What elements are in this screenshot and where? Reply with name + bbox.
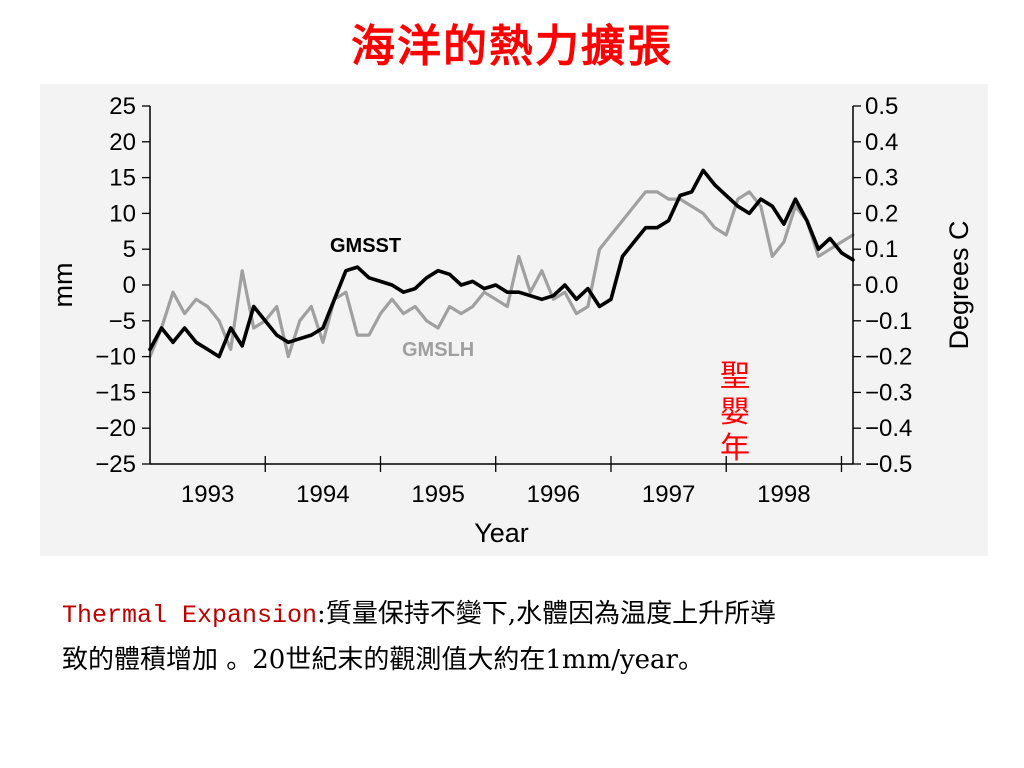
right-y-tick-label: −0.3 <box>865 379 912 406</box>
series-label-gmslh: GMSLH <box>402 339 474 361</box>
x-tick-label: 1996 <box>527 481 580 508</box>
x-tick-label: 1993 <box>181 481 234 508</box>
left-y-tick-label: 20 <box>109 129 136 156</box>
x-tick-label: 1995 <box>411 481 464 508</box>
x-tick-label: 1997 <box>642 481 695 508</box>
left-y-tick-label: −5 <box>109 308 136 335</box>
x-axis-title: Year <box>474 518 529 548</box>
caption-line-2: 致的體積增加 。20世紀末的觀測值大約在1mm/year。 <box>62 645 704 675</box>
left-y-tick-label: 10 <box>109 200 136 227</box>
left-y-tick-label: 15 <box>109 165 136 192</box>
left-y-tick-label: −10 <box>95 344 136 371</box>
right-y-tick-label: 0.3 <box>865 165 898 192</box>
left-y-tick-label: −15 <box>95 379 136 406</box>
right-y-tick-label: −0.1 <box>865 308 912 335</box>
chart-panel: 25 20 15 10 5 0 −5 −10 −15 −20 −25 0.5 0.4 0.3 0.2 0.1 0… <box>40 84 988 556</box>
y-axis-title-right: Degrees C <box>944 220 974 349</box>
left-y-tick-label: −25 <box>95 451 136 478</box>
series-label-gmsst: GMSST <box>330 235 401 257</box>
chart: 25 20 15 10 5 0 −5 −10 −15 −20 −25 0.5 0.4 0.3 0.2 0.1 0… <box>48 93 974 548</box>
series-line-gmslh <box>148 190 855 359</box>
right-y-tick-label: −0.2 <box>865 344 912 371</box>
series-line-gmsst <box>148 168 855 359</box>
left-y-tick-label: 25 <box>109 93 136 120</box>
annotation-char: 年 <box>720 431 750 466</box>
caption-term: Thermal Expansion <box>62 601 318 630</box>
caption: Thermal Expansion:質量保持不變下,水體因為温度上升所導 致的體… <box>62 592 982 682</box>
slide-title: 海洋的熱力擴張 <box>351 21 673 72</box>
caption-text-1: 質量保持不變下,水體因為温度上升所導 <box>325 599 777 629</box>
caption-line-1: Thermal Expansion:質量保持不變下,水體因為温度上升所導 <box>62 592 982 638</box>
right-y-tick-label: 0.0 <box>865 272 898 299</box>
right-y-tick-label: 0.2 <box>865 200 898 227</box>
right-y-tick-label: 0.4 <box>865 129 898 156</box>
y-axis-title-left: mm <box>48 263 78 308</box>
x-tick-label: 1994 <box>296 481 349 508</box>
annotation-char: 聖 <box>720 359 750 394</box>
right-y-tick-label: 0.5 <box>865 93 898 120</box>
annotation-char: 嬰 <box>720 395 750 430</box>
right-y-tick-label: 0.1 <box>865 236 898 263</box>
right-y-tick-label: −0.4 <box>865 415 912 442</box>
left-y-tick-label: 5 <box>123 236 136 263</box>
caption-colon: : <box>317 599 326 629</box>
left-y-tick-label: 0 <box>123 272 136 299</box>
right-y-tick-label: −0.5 <box>865 451 912 478</box>
x-tick-label: 1998 <box>757 481 810 508</box>
left-y-tick-label: −20 <box>95 415 136 442</box>
